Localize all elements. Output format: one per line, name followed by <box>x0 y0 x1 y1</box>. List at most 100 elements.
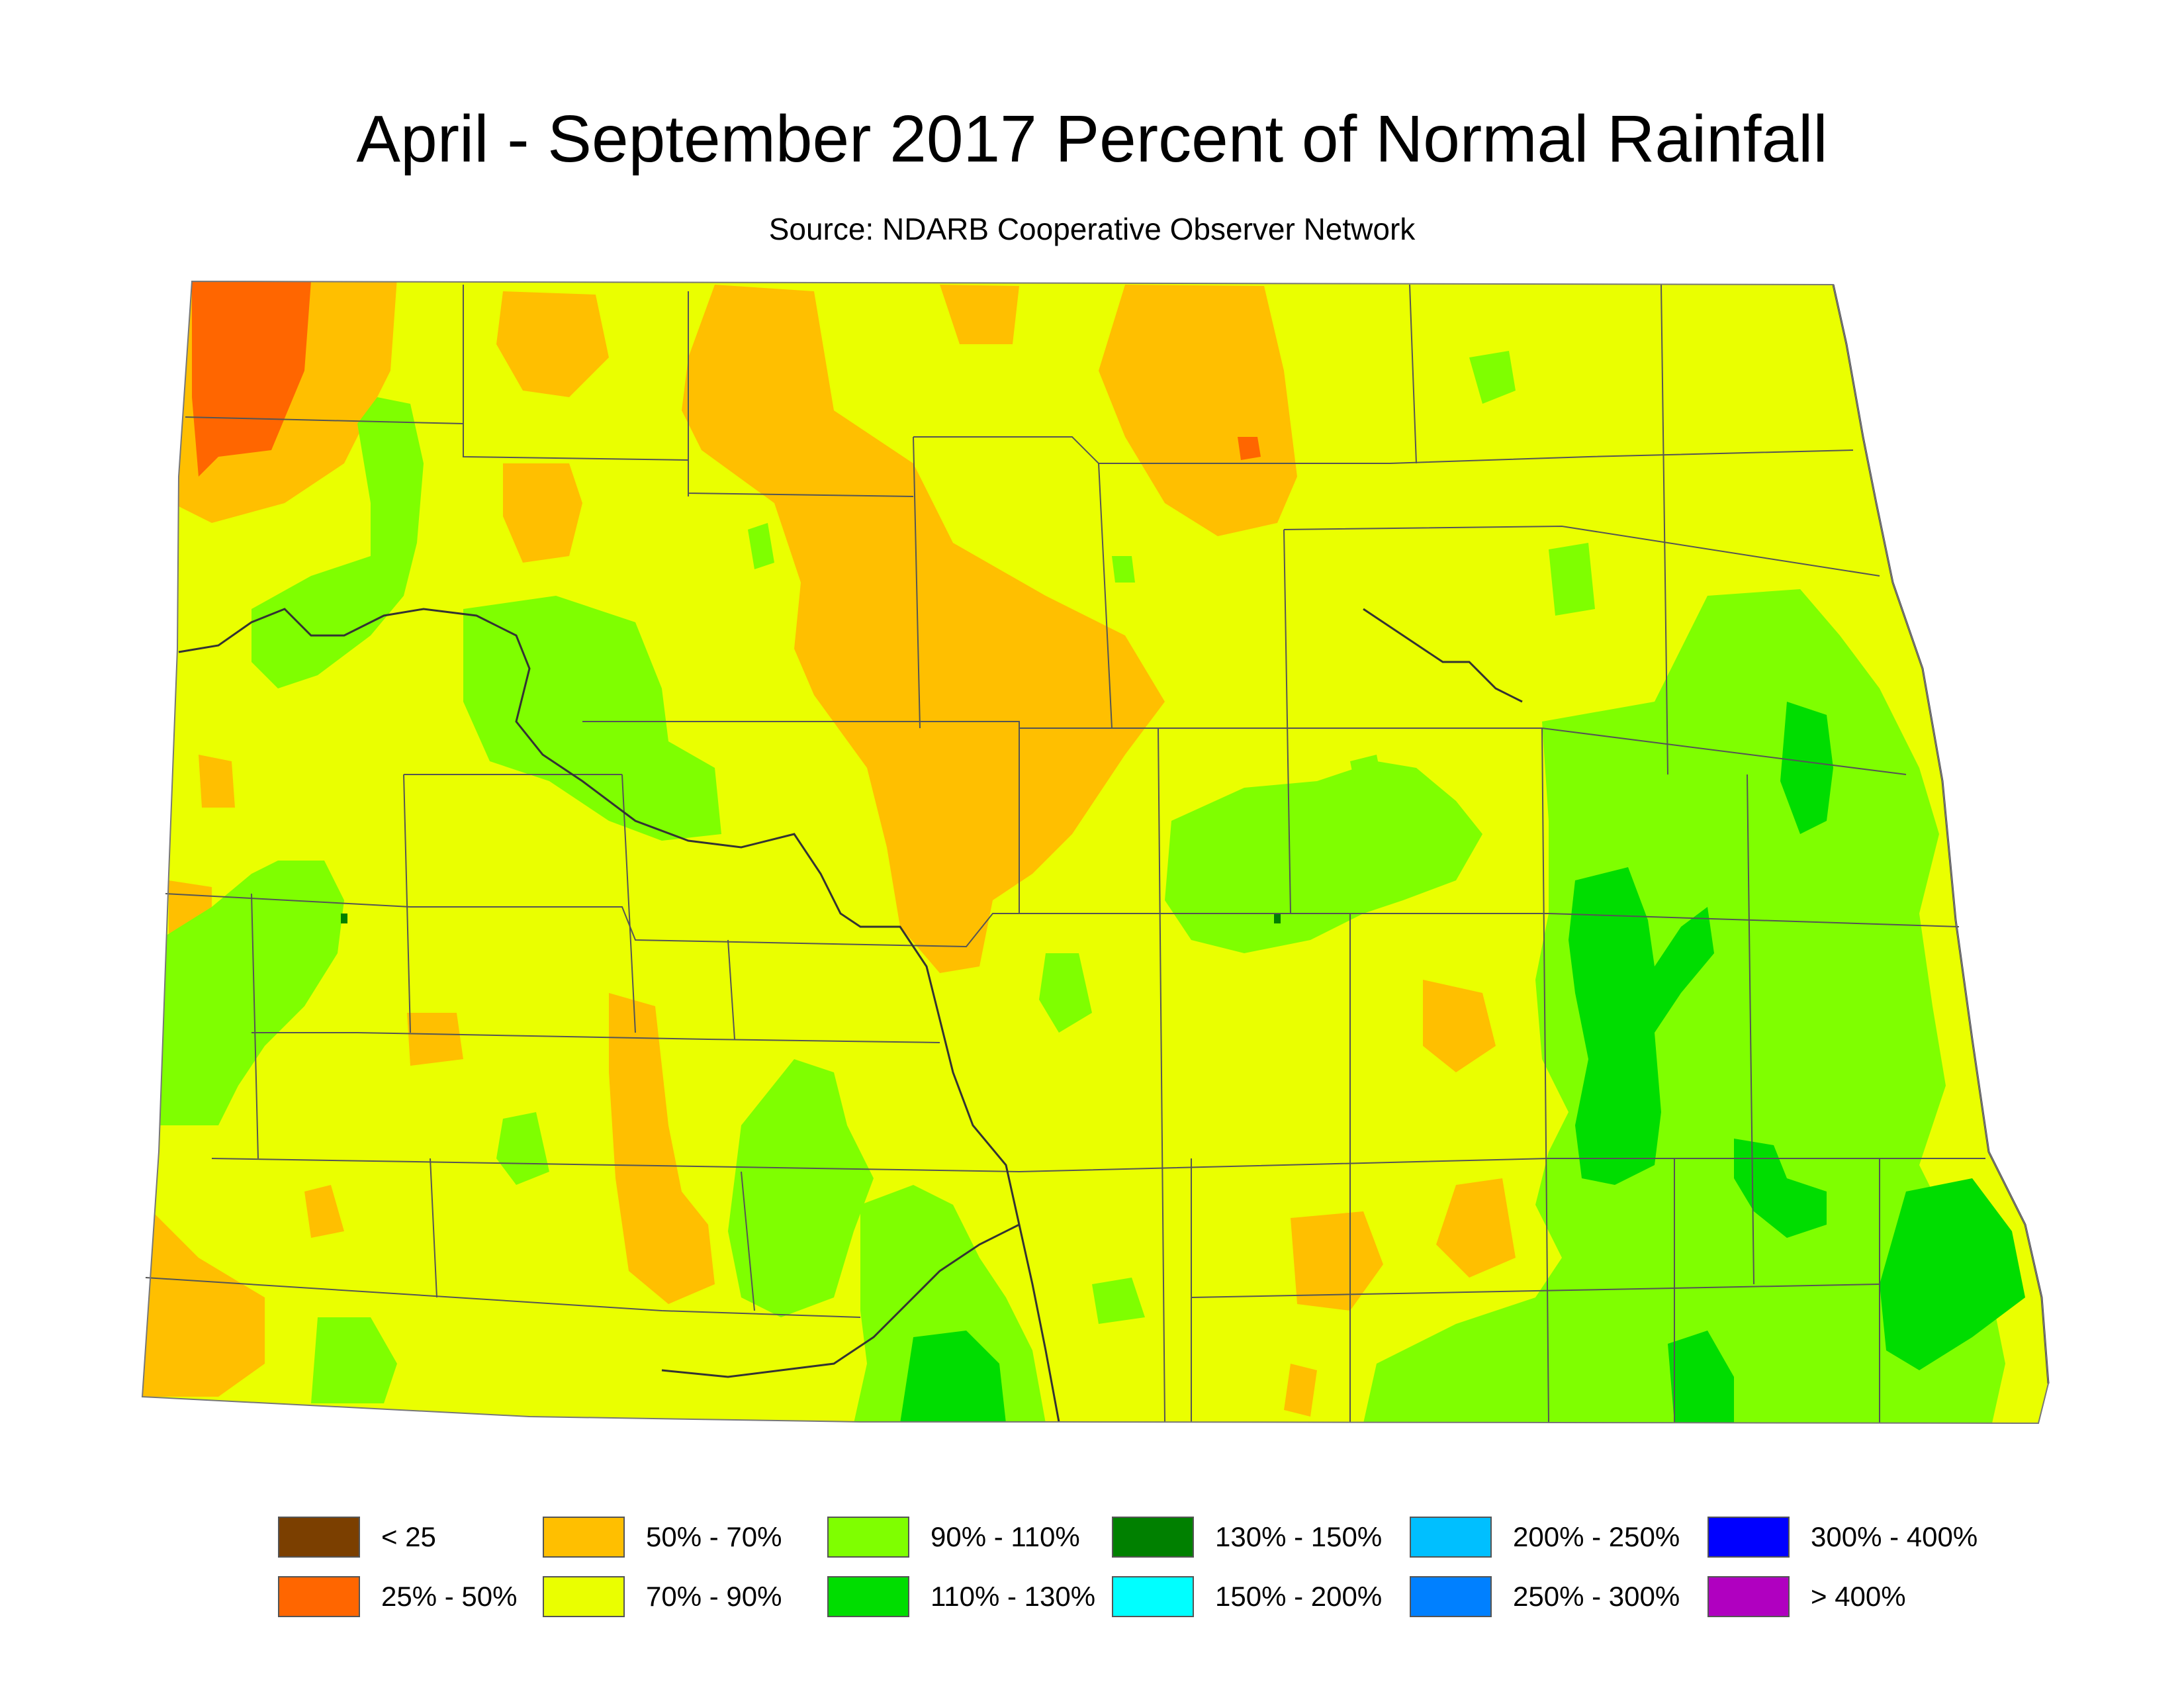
zone-bottineau-green <box>1469 351 1516 404</box>
legend-label: < 25 <box>381 1521 436 1552</box>
zones-90-110 <box>159 351 2005 1423</box>
zone-northeast-orange <box>1099 285 1297 536</box>
legend-swatch <box>827 1576 909 1617</box>
legend: < 25 25% - 50% 50% - 70% 70% - 90% 90% - 110… <box>278 1516 2065 1628</box>
zones-25-50 <box>192 281 1261 477</box>
legend-label: 250% - 300% <box>1513 1581 1680 1612</box>
county-lines <box>145 284 1985 1424</box>
zone-morton-green <box>728 1059 874 1317</box>
county-line <box>913 436 1854 464</box>
zone-mckenzie-green <box>251 397 424 688</box>
map-title: April - September 2017 Percent of Normal… <box>356 102 1828 176</box>
zone-williams-orange <box>496 291 609 397</box>
legend-label: 70% - 90% <box>646 1581 782 1612</box>
zone-burleigh-green <box>1039 953 1092 1033</box>
map-subtitle: Source: NDARB Cooperative Observer Netwo… <box>768 212 1416 246</box>
zone-richland-green-dark <box>1880 1178 2025 1370</box>
zone-west-central-green <box>159 861 344 1125</box>
zone-golden-orange <box>199 755 235 808</box>
legend-label: 130% - 150% <box>1215 1521 1383 1552</box>
zone-north-central-orange <box>682 285 1165 973</box>
county-line <box>1283 525 1880 577</box>
county-line <box>1098 463 1113 729</box>
legend-swatch <box>278 1576 360 1617</box>
legend-item: < 25 <box>278 1516 436 1558</box>
zone-lake-green <box>463 596 721 841</box>
legend-swatch <box>1410 1576 1492 1617</box>
county-line <box>1661 284 1668 775</box>
legend-item: 300% - 400% <box>1707 1516 1978 1558</box>
zone-towner-green <box>1549 543 1595 616</box>
state-outline <box>141 280 2050 1425</box>
county-line <box>145 1277 861 1318</box>
county-line <box>165 893 1960 948</box>
legend-item: 110% - 130% <box>827 1575 1095 1618</box>
legend-swatch <box>1410 1517 1492 1558</box>
county-line <box>1409 284 1417 464</box>
zone-kidder-green <box>1165 761 1482 953</box>
legend-swatch <box>1112 1576 1194 1617</box>
zone-top-mid-orange <box>940 285 1019 344</box>
zone-small-darkgreen-1 <box>341 914 347 923</box>
county-line <box>403 774 411 1033</box>
legend-item: 250% - 300% <box>1410 1575 1680 1618</box>
county-line <box>1191 1284 1880 1298</box>
county-line <box>727 939 735 1040</box>
zone-traill-green-dark <box>1780 702 1833 834</box>
county-line <box>430 1158 437 1298</box>
zone-mountrail-green <box>748 523 774 569</box>
zones-110-130 <box>900 702 2025 1423</box>
county-line <box>1158 727 1165 1423</box>
legend-item: 200% - 250% <box>1410 1516 1680 1558</box>
legend-label: 25% - 50% <box>381 1581 518 1612</box>
legend-item: 50% - 70% <box>543 1516 782 1558</box>
legend-item: 150% - 200% <box>1112 1575 1382 1618</box>
missouri-river <box>178 608 1060 1423</box>
zone-lamoure-orange <box>1291 1211 1383 1311</box>
zone-hettinger-orange <box>1436 1178 1516 1278</box>
zone-emmons-orange <box>1284 1364 1317 1417</box>
legend-swatch <box>543 1576 625 1617</box>
zone-mclean-green <box>1112 556 1135 583</box>
zone-mountrail-orange <box>503 463 582 563</box>
legend-label: 200% - 250% <box>1513 1521 1680 1552</box>
legend-item: 70% - 90% <box>543 1575 782 1618</box>
zone-stark-orange <box>609 993 715 1304</box>
zone-ransom-green-dark <box>1734 1139 1827 1238</box>
zone-sioux-green-dark <box>900 1331 1006 1423</box>
legend-item: > 400% <box>1707 1575 1906 1618</box>
legend-swatch <box>1707 1576 1790 1617</box>
county-line <box>185 416 914 497</box>
zone-renville-red <box>1238 437 1261 460</box>
county-line <box>621 774 636 1033</box>
zone-hettinger-green <box>1092 1278 1145 1324</box>
zone-southwest-orange <box>142 1205 265 1397</box>
legend-label: > 400% <box>1811 1581 1906 1612</box>
rainfall-zones <box>142 281 2025 1423</box>
zone-divide-red <box>192 281 311 477</box>
county-line <box>913 436 921 729</box>
county-line <box>251 893 259 1159</box>
zones-50-70 <box>142 281 1516 1417</box>
zone-burleigh-orange <box>1423 980 1496 1072</box>
legend-swatch <box>827 1517 909 1558</box>
county-line <box>1283 529 1291 914</box>
legend-swatch <box>1112 1517 1194 1558</box>
zone-sargent-green-dark <box>1668 1331 1734 1423</box>
legend-label: 300% - 400% <box>1811 1521 1978 1552</box>
county-line <box>211 1158 1985 1173</box>
county-line <box>741 1171 755 1311</box>
county-line <box>251 1032 940 1043</box>
legend-label: 50% - 70% <box>646 1521 782 1552</box>
county-line <box>1747 774 1754 1285</box>
legend-label: 90% - 110% <box>931 1521 1080 1552</box>
zone-stark-green <box>496 1112 549 1185</box>
little-missouri-river <box>661 1223 1020 1378</box>
legend-item: 90% - 110% <box>827 1516 1080 1558</box>
zone-stutsman-green <box>1350 755 1383 794</box>
county-line <box>1541 727 1549 1424</box>
zone-dunn-orange <box>407 1013 463 1066</box>
legend-swatch <box>1707 1517 1790 1558</box>
legend-label: 110% - 130% <box>931 1581 1096 1612</box>
